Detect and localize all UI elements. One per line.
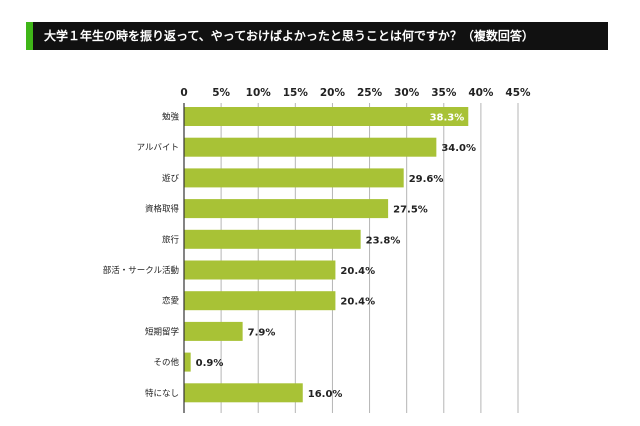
- category-label: 特になし: [145, 388, 179, 399]
- x-tick-label: 0: [180, 87, 187, 99]
- value-label: 38.3%: [430, 113, 465, 124]
- bar: [184, 199, 389, 219]
- value-label: 0.9%: [196, 358, 224, 369]
- value-label: 27.5%: [393, 205, 428, 216]
- x-axis-ticks: 0 5% 10% 15% 20% 25% 30% 35% 40% 45%: [180, 87, 531, 99]
- value-label: 29.6%: [409, 174, 444, 185]
- x-tick-label: 35%: [431, 87, 457, 99]
- x-tick-label: 20%: [320, 87, 346, 99]
- bar: [184, 137, 437, 157]
- title-accent-stripe: [26, 22, 33, 50]
- x-tick-label: 25%: [357, 87, 383, 99]
- category-label: 資格取得: [145, 204, 180, 215]
- category-label: 恋愛: [162, 296, 180, 307]
- bar: [184, 352, 191, 372]
- category-label: 短期留学: [145, 326, 180, 337]
- x-tick-label: 30%: [394, 87, 420, 99]
- category-label: その他: [153, 357, 179, 368]
- value-label: 7.9%: [248, 327, 276, 338]
- chart-title-bar: 大学１年生の時を振り返って、やっておけばよかったと思うことは何ですか？（複数回答…: [26, 22, 608, 50]
- value-label: 16.0%: [308, 389, 343, 400]
- bars: [184, 107, 469, 403]
- bar: [184, 107, 469, 126]
- value-label: 20.4%: [340, 297, 375, 308]
- category-label: 勉強: [162, 112, 180, 123]
- bar: [184, 229, 361, 249]
- bar: [184, 291, 336, 311]
- chart-title: 大学１年生の時を振り返って、やっておけばよかったと思うことは何ですか？（複数回答…: [44, 29, 534, 43]
- category-label: 旅行: [162, 234, 180, 245]
- value-label: 23.8%: [366, 235, 401, 246]
- value-label: 34.0%: [441, 143, 476, 154]
- value-label: 20.4%: [340, 266, 375, 277]
- value-labels: 38.3% 34.0% 29.6% 27.5% 23.8% 20.4% 20.4% 7.9% 0…: [196, 113, 476, 400]
- bar: [184, 321, 243, 341]
- bar: [184, 260, 336, 280]
- x-tick-label: 5%: [212, 87, 230, 99]
- category-label: 部活・サークル活動: [103, 265, 179, 276]
- bar: [184, 168, 404, 188]
- x-tick-label: 40%: [468, 87, 494, 99]
- x-tick-label: 15%: [283, 87, 309, 99]
- x-tick-label: 45%: [505, 87, 531, 99]
- x-tick-label: 10%: [246, 87, 272, 99]
- category-label: 遊び: [162, 173, 180, 184]
- category-label: アルバイト: [137, 143, 179, 153]
- bar: [184, 383, 303, 403]
